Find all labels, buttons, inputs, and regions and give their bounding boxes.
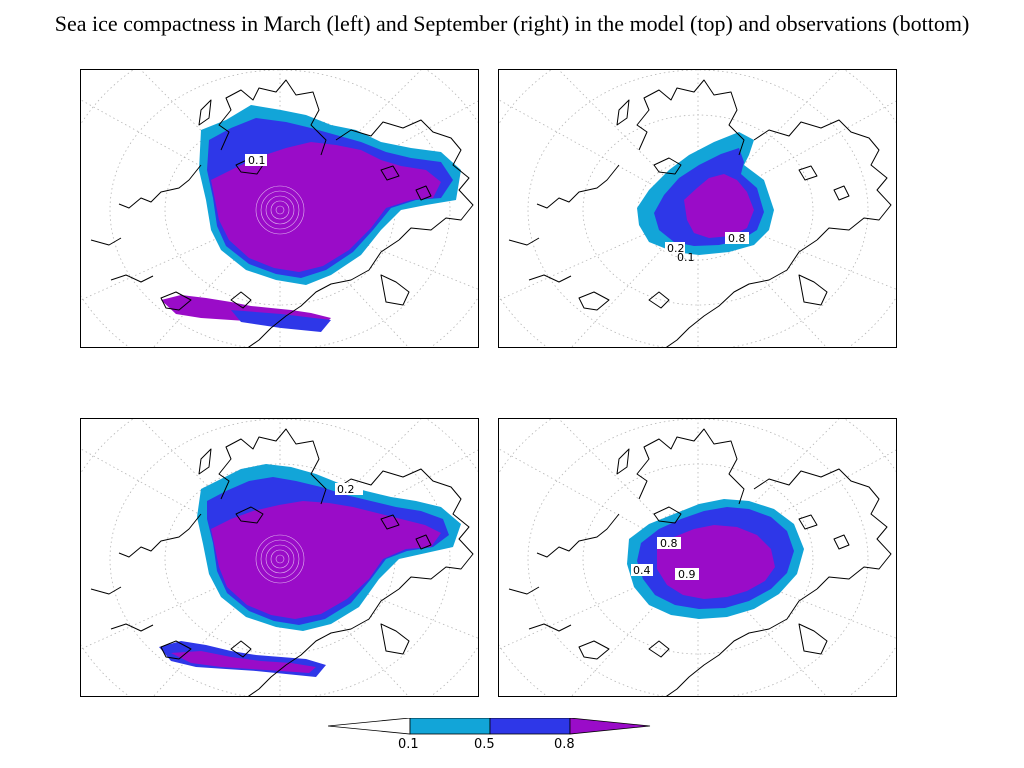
- map-observations-march: 0.2: [80, 418, 479, 697]
- map-model-september: 0.8 0.2 0.1: [498, 69, 897, 348]
- figure-title: Sea ice compactness in March (left) and …: [54, 11, 970, 36]
- ice-extent: [637, 132, 774, 255]
- contour-label: 0.9: [675, 568, 699, 581]
- map-observations-september: 0.8 0.4 0.9: [498, 418, 897, 697]
- map-model-march: 0.1: [80, 69, 479, 348]
- ice-extent: [627, 499, 804, 619]
- contour-label: 0.1: [245, 154, 267, 167]
- contour-label: 0.1: [677, 251, 695, 264]
- svg-text:0.9: 0.9: [678, 568, 696, 581]
- colorbar-segment-below: [327, 717, 411, 735]
- ice-extent: [161, 105, 461, 332]
- contour-label: 0.8: [657, 537, 681, 550]
- svg-text:0.8: 0.8: [728, 232, 746, 245]
- colorbar-tick: 0.5: [474, 737, 495, 752]
- colorbar-segment-high: [569, 717, 651, 735]
- colorbar-tick: 0.8: [554, 737, 575, 752]
- contour-label: 0.2: [665, 242, 685, 255]
- contour-label: 0.8: [725, 232, 749, 245]
- colorbar: 0.1 0.5 0.8: [327, 717, 658, 757]
- pole-rings: [255, 185, 305, 235]
- svg-text:0.4: 0.4: [633, 564, 651, 577]
- colorbar-tick: 0.1: [398, 737, 419, 752]
- svg-text:0.8: 0.8: [660, 537, 678, 550]
- ice-extent: [159, 464, 461, 677]
- colorbar-segment-low: [409, 717, 491, 735]
- svg-text:0.2: 0.2: [337, 483, 355, 496]
- svg-text:0.1: 0.1: [677, 251, 695, 264]
- pole-rings: [255, 534, 305, 584]
- svg-text:0.1: 0.1: [248, 154, 266, 167]
- contour-label: 0.4: [631, 564, 653, 577]
- colorbar-segment-mid: [489, 717, 571, 735]
- svg-text:0.2: 0.2: [667, 242, 685, 255]
- contour-label: 0.2: [335, 483, 363, 496]
